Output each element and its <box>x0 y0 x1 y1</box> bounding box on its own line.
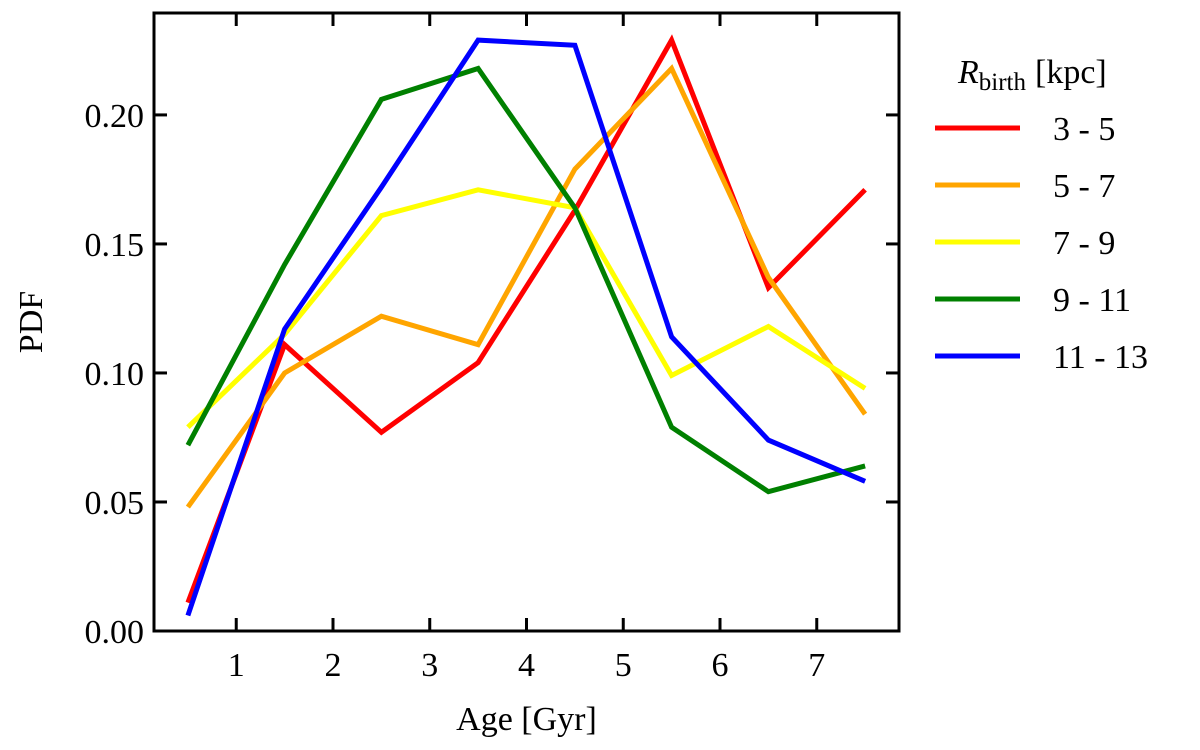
legend-label-4: 9 - 11 <box>1053 282 1131 319</box>
y-tick-label: 0.10 <box>85 356 145 393</box>
legend-title-symbol: R <box>957 54 979 91</box>
x-tick-label: 3 <box>421 647 438 684</box>
legend-label-3: 7 - 9 <box>1053 225 1115 262</box>
x-tick-label: 7 <box>808 647 825 684</box>
x-tick-label: 6 <box>712 647 729 684</box>
legend-label-5: 11 - 13 <box>1053 339 1148 376</box>
axes: 1 2 3 4 5 6 7 0.00 0.05 0.10 0.15 0.20 <box>85 11 901 684</box>
series-line-3 <box>186 187 867 430</box>
legend-label-2: 5 - 7 <box>1053 168 1115 205</box>
x-tick-label: 1 <box>228 647 245 684</box>
legend: Rbirth [kpc] 3 - 5 5 - 7 7 - 9 9 - 11 11 - 13 <box>935 54 1148 376</box>
x-tick-label: 2 <box>324 647 341 684</box>
x-axis-label: Age [Gyr] <box>456 701 597 738</box>
legend-title-unit: [kpc] <box>1035 54 1107 91</box>
y-tick-label: 0.20 <box>85 98 145 135</box>
y-tick-label: 0.05 <box>85 485 145 522</box>
x-tick-label: 4 <box>518 647 535 684</box>
plot-frame <box>152 11 901 633</box>
y-tick-label: 0.15 <box>85 227 145 264</box>
y-tick-label: 0.00 <box>85 614 145 651</box>
legend-title-subscript: birth <box>979 69 1027 96</box>
legend-label-1: 3 - 5 <box>1053 111 1115 148</box>
x-tick-label: 5 <box>615 647 632 684</box>
y-axis-label: PDF <box>13 291 50 353</box>
legend-title: Rbirth [kpc] <box>957 54 1107 96</box>
series-line-4 <box>185 65 866 495</box>
series-line-2 <box>185 64 868 509</box>
series-line-5 <box>185 37 867 617</box>
plot-area <box>185 34 868 617</box>
